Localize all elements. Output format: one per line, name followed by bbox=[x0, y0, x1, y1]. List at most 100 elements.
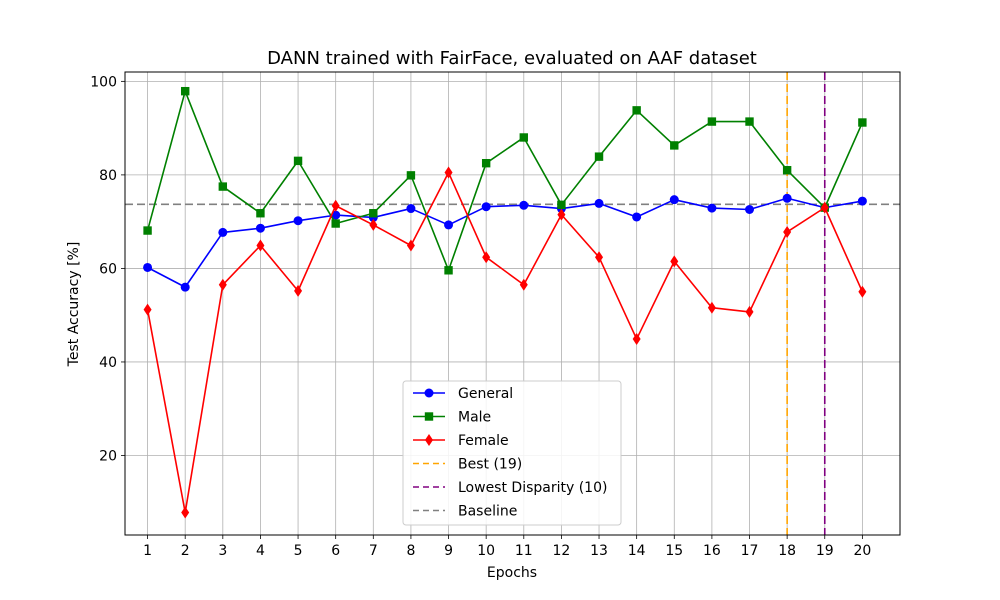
x-tick-label: 10 bbox=[477, 543, 495, 559]
x-tick-label: 6 bbox=[331, 543, 340, 559]
data-point-male bbox=[293, 156, 303, 166]
data-point-general bbox=[857, 196, 867, 206]
data-point-male bbox=[331, 219, 340, 228]
x-axis-ticks: 1 2 3 4 5 6 7 8 9 10 11 12 13 14 15 16 17 18 19 20 bbox=[143, 535, 871, 559]
data-point-female bbox=[331, 199, 340, 212]
data-point-female bbox=[482, 251, 491, 264]
legend-entry-general: General bbox=[413, 386, 513, 402]
data-point-general bbox=[745, 204, 755, 214]
data-point-female bbox=[632, 333, 641, 346]
legend-marker-sample bbox=[424, 412, 434, 421]
data-point-general bbox=[331, 210, 341, 220]
x-tick-label: 7 bbox=[369, 543, 378, 559]
x-tick-label: 11 bbox=[515, 543, 533, 559]
data-point-female bbox=[557, 208, 566, 221]
data-point-male bbox=[406, 171, 416, 180]
data-point-general bbox=[669, 195, 679, 205]
legend-label: Best (19) bbox=[458, 457, 522, 473]
legend-entry-ref-0: Best (19) bbox=[413, 457, 522, 473]
x-tick-label: 3 bbox=[218, 543, 227, 559]
data-point-female bbox=[519, 278, 528, 291]
x-tick-label: 13 bbox=[590, 543, 608, 559]
y-tick-label: 80 bbox=[99, 168, 117, 184]
legend-marker-sample bbox=[425, 434, 433, 446]
data-point-female bbox=[256, 239, 265, 252]
x-tick-label: 17 bbox=[741, 543, 759, 559]
data-point-female bbox=[181, 506, 190, 519]
data-point-general bbox=[519, 200, 529, 210]
x-tick-label: 8 bbox=[406, 543, 415, 559]
data-point-female bbox=[670, 255, 679, 268]
data-point-general bbox=[594, 198, 604, 208]
series-line-general bbox=[147, 197, 863, 288]
y-tick-label: 40 bbox=[99, 355, 117, 371]
data-point-female bbox=[707, 301, 716, 314]
legend-frame bbox=[402, 380, 622, 526]
reference-lines bbox=[125, 72, 900, 535]
legend-label: Male bbox=[458, 410, 491, 426]
data-point-male bbox=[594, 152, 604, 161]
chart-title: DANN trained with FairFace, evaluated on… bbox=[267, 48, 757, 69]
data-point-female bbox=[444, 166, 453, 179]
data-point-general bbox=[406, 204, 416, 214]
y-tick-label: 60 bbox=[99, 261, 117, 277]
data-point-male bbox=[180, 86, 190, 96]
data-point-female bbox=[820, 201, 829, 214]
x-tick-label: 1 bbox=[143, 543, 152, 559]
x-tick-label: 20 bbox=[853, 543, 871, 559]
x-tick-label: 12 bbox=[552, 543, 570, 559]
data-point-male bbox=[670, 141, 679, 150]
y-tick-label: 100 bbox=[90, 74, 117, 90]
data-point-general bbox=[707, 203, 717, 213]
legend-marker-sample bbox=[424, 388, 434, 398]
data-point-female bbox=[783, 225, 792, 238]
legend-entry-ref-2: Baseline bbox=[413, 504, 517, 520]
data-point-general bbox=[180, 282, 190, 292]
series-group bbox=[143, 86, 867, 519]
data-point-female bbox=[858, 285, 867, 298]
y-axis-title: Test Accuracy [%] bbox=[66, 242, 82, 368]
legend-label: Baseline bbox=[458, 504, 517, 520]
series-line-female bbox=[146, 171, 864, 514]
data-point-male bbox=[632, 106, 641, 115]
data-point-female bbox=[294, 284, 303, 297]
x-tick-label: 9 bbox=[444, 543, 453, 559]
data-point-female bbox=[595, 251, 604, 264]
data-point-male bbox=[218, 182, 228, 191]
data-point-male bbox=[256, 209, 265, 218]
data-point-male bbox=[143, 226, 152, 235]
data-point-male bbox=[858, 118, 867, 127]
data-point-general bbox=[782, 193, 792, 203]
series-female bbox=[143, 166, 867, 519]
data-point-general bbox=[143, 262, 153, 272]
x-tick-label: 5 bbox=[294, 543, 303, 559]
data-point-male bbox=[782, 166, 792, 175]
data-point-female bbox=[218, 278, 227, 291]
data-point-male bbox=[557, 200, 566, 210]
data-point-male bbox=[745, 117, 754, 126]
data-point-male bbox=[707, 117, 717, 126]
data-point-general bbox=[255, 223, 265, 233]
data-point-general bbox=[444, 220, 454, 230]
data-point-male bbox=[519, 133, 528, 142]
legend-entry-ref-1: Lowest Disparity (10) bbox=[413, 480, 607, 496]
x-tick-label: 16 bbox=[703, 543, 721, 559]
x-tick-label: 2 bbox=[181, 543, 190, 559]
data-point-female bbox=[745, 305, 754, 318]
data-point-general bbox=[632, 212, 642, 222]
data-point-female bbox=[406, 239, 415, 252]
data-point-female bbox=[369, 218, 378, 231]
data-point-male bbox=[369, 209, 378, 218]
x-tick-label: 18 bbox=[778, 543, 796, 559]
legend-label: General bbox=[458, 386, 513, 402]
legend-label: Female bbox=[458, 433, 509, 449]
data-point-female bbox=[143, 303, 152, 316]
data-point-male bbox=[481, 158, 491, 168]
x-tick-label: 14 bbox=[628, 543, 646, 559]
data-point-general bbox=[293, 216, 303, 226]
x-tick-label: 19 bbox=[816, 543, 834, 559]
series-line-male bbox=[146, 90, 864, 272]
data-point-general bbox=[481, 202, 491, 212]
